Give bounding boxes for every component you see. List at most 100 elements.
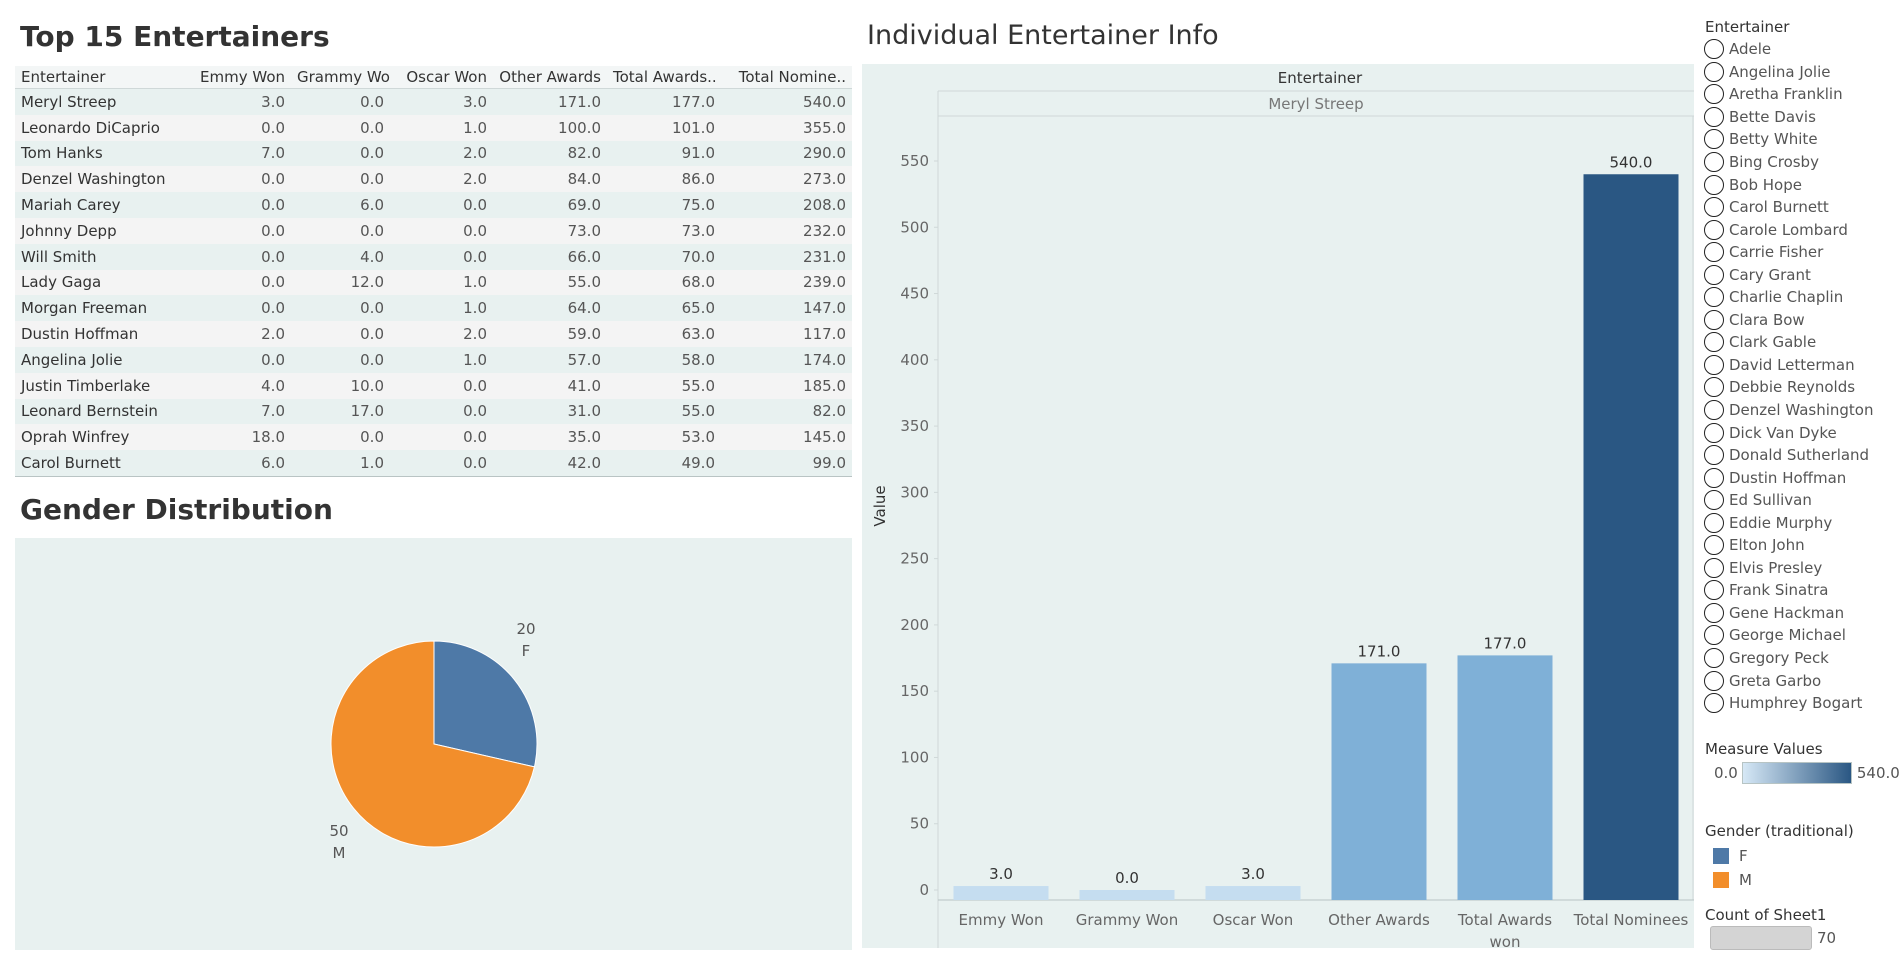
table-row[interactable]: Carol Burnett 6.0 1.0 0.0 42.0 49.0 99.0 bbox=[15, 450, 852, 477]
radio-circle-icon[interactable] bbox=[1704, 152, 1724, 172]
radio-circle-icon[interactable] bbox=[1704, 287, 1724, 308]
table-row[interactable]: Mariah Carey 0.0 6.0 0.0 69.0 75.0 208.0 bbox=[15, 192, 852, 218]
entertainer-radio-option[interactable]: Humphrey Bogart bbox=[1704, 692, 1900, 715]
column-header[interactable]: Oscar Won bbox=[390, 66, 493, 89]
radio-circle-icon[interactable] bbox=[1704, 174, 1724, 195]
radio-circle-icon[interactable] bbox=[1704, 197, 1724, 218]
bar[interactable] bbox=[1079, 890, 1175, 900]
entertainer-radio-option[interactable]: Frank Sinatra bbox=[1704, 579, 1900, 602]
table-row[interactable]: Meryl Streep 3.0 0.0 3.0 171.0 177.0 540.0 bbox=[15, 88, 852, 115]
entertainer-radio-option[interactable]: Dick Van Dyke bbox=[1704, 421, 1900, 444]
entertainer-radio-option[interactable]: Denzel Washington bbox=[1704, 399, 1900, 422]
count-legend-title: Count of Sheet1 bbox=[1705, 906, 1827, 924]
radio-circle-icon[interactable] bbox=[1704, 557, 1724, 578]
column-header[interactable]: Grammy Won bbox=[291, 66, 390, 89]
radio-circle-icon[interactable] bbox=[1704, 467, 1724, 488]
gender-legend-item[interactable]: M bbox=[1713, 868, 1752, 892]
radio-circle-icon[interactable] bbox=[1704, 61, 1724, 82]
radio-circle-icon[interactable] bbox=[1704, 512, 1724, 533]
table-row[interactable]: Johnny Depp 0.0 0.0 0.0 73.0 73.0 232.0 bbox=[15, 217, 852, 244]
radio-circle-icon[interactable] bbox=[1704, 219, 1724, 240]
radio-circle-icon[interactable] bbox=[1704, 422, 1724, 443]
table-row[interactable]: Justin Timberlake 4.0 10.0 0.0 41.0 55.0 185.0 bbox=[15, 372, 852, 399]
radio-circle-icon[interactable] bbox=[1704, 84, 1724, 105]
table-row[interactable]: Leonard Bernstein 7.0 17.0 0.0 31.0 55.0 82.0 bbox=[15, 398, 852, 425]
entertainer-radio-option[interactable]: Eddie Murphy bbox=[1704, 511, 1900, 534]
entertainer-radio-option[interactable]: Dustin Hoffman bbox=[1704, 466, 1900, 489]
entertainer-radio-option[interactable]: Ed Sullivan bbox=[1704, 489, 1900, 512]
entertainer-radio-option[interactable]: Cary Grant bbox=[1704, 263, 1900, 286]
entertainer-radio-option[interactable]: Debbie Reynolds bbox=[1704, 376, 1900, 399]
radio-circle-icon[interactable] bbox=[1704, 309, 1724, 330]
radio-circle-icon[interactable] bbox=[1704, 580, 1724, 601]
table-row[interactable]: Lady Gaga 0.0 12.0 1.0 55.0 68.0 239.0 bbox=[15, 269, 852, 296]
table-row[interactable]: Will Smith 0.0 4.0 0.0 66.0 70.0 231.0 bbox=[15, 243, 852, 270]
entertainer-cell: Carol Burnett bbox=[15, 450, 165, 477]
entertainer-radio-option[interactable]: Elton John bbox=[1704, 534, 1900, 557]
table-row[interactable]: Leonardo DiCaprio 0.0 0.0 1.0 100.0 101.0 355.… bbox=[15, 114, 852, 141]
count-legend-bar bbox=[1710, 926, 1812, 950]
column-header[interactable]: Total Nomine.. bbox=[721, 66, 852, 89]
radio-circle-icon[interactable] bbox=[1704, 648, 1724, 669]
column-header[interactable]: Other Awards bbox=[493, 66, 607, 89]
entertainer-cell: Justin Timberlake bbox=[15, 372, 165, 399]
radio-circle-icon[interactable] bbox=[1704, 354, 1724, 375]
value-cell: 0.0 bbox=[291, 114, 390, 141]
entertainer-radio-option[interactable]: Donald Sutherland bbox=[1704, 444, 1900, 467]
entertainer-radio-option[interactable]: Clark Gable bbox=[1704, 331, 1900, 354]
gender-legend-item[interactable]: F bbox=[1713, 844, 1752, 868]
column-header[interactable]: Entertainer bbox=[15, 66, 165, 89]
entertainer-radio-option[interactable]: Bette Davis bbox=[1704, 106, 1900, 129]
entertainer-radio-option[interactable]: Greta Garbo bbox=[1704, 669, 1900, 692]
entertainer-radio-option[interactable]: Aretha Franklin bbox=[1704, 83, 1900, 106]
radio-circle-icon[interactable] bbox=[1704, 490, 1724, 511]
entertainer-radio-option[interactable]: Bob Hope bbox=[1704, 173, 1900, 196]
radio-circle-icon[interactable] bbox=[1704, 332, 1724, 353]
radio-circle-icon[interactable] bbox=[1704, 39, 1724, 60]
column-header[interactable]: Total Awards.. bbox=[607, 66, 721, 89]
table-row[interactable]: Dustin Hoffman 2.0 0.0 2.0 59.0 63.0 117.0 bbox=[15, 321, 852, 347]
entertainer-radio-option[interactable]: Betty White bbox=[1704, 128, 1900, 151]
radio-circle-icon[interactable] bbox=[1704, 106, 1724, 127]
column-header[interactable]: Emmy Won bbox=[165, 66, 291, 89]
entertainer-radio-option[interactable]: Gregory Peck bbox=[1704, 647, 1900, 670]
entertainer-radio-option[interactable]: Adele bbox=[1704, 38, 1900, 61]
radio-circle-icon[interactable] bbox=[1704, 242, 1724, 263]
radio-circle-icon[interactable] bbox=[1704, 129, 1724, 150]
table-row[interactable]: Tom Hanks 7.0 0.0 2.0 82.0 91.0 290.0 bbox=[15, 140, 852, 167]
bar[interactable] bbox=[1583, 174, 1679, 901]
bar[interactable] bbox=[1205, 886, 1301, 900]
value-cell: 177.0 bbox=[607, 88, 721, 115]
entertainer-radio-option[interactable]: Carole Lombard bbox=[1704, 218, 1900, 241]
entertainer-radio-option[interactable]: Elvis Presley bbox=[1704, 557, 1900, 580]
radio-circle-icon[interactable] bbox=[1704, 445, 1724, 466]
entertainer-radio-option[interactable]: Gene Hackman bbox=[1704, 602, 1900, 625]
pie-slice-m[interactable] bbox=[330, 640, 536, 848]
entertainer-radio-option[interactable]: Carrie Fisher bbox=[1704, 241, 1900, 264]
radio-circle-icon[interactable] bbox=[1704, 670, 1724, 691]
radio-circle-icon[interactable] bbox=[1704, 400, 1724, 421]
bar[interactable] bbox=[953, 886, 1049, 900]
entertainer-radio-option[interactable]: Bing Crosby bbox=[1704, 151, 1900, 174]
value-cell: 232.0 bbox=[721, 217, 852, 244]
bar[interactable] bbox=[1457, 655, 1553, 900]
entertainer-radio-option[interactable]: Charlie Chaplin bbox=[1704, 286, 1900, 309]
radio-circle-icon[interactable] bbox=[1704, 625, 1724, 646]
pie-slice-f[interactable] bbox=[433, 640, 538, 768]
radio-label: Angelina Jolie bbox=[1729, 62, 1831, 81]
table-row[interactable]: Denzel Washington 0.0 0.0 2.0 84.0 86.0 273.0 bbox=[15, 166, 852, 193]
radio-circle-icon[interactable] bbox=[1704, 693, 1724, 714]
table-row[interactable]: Oprah Winfrey 18.0 0.0 0.0 35.0 53.0 145.0 bbox=[15, 424, 852, 451]
radio-circle-icon[interactable] bbox=[1704, 602, 1724, 623]
bar[interactable] bbox=[1331, 663, 1427, 900]
radio-circle-icon[interactable] bbox=[1704, 377, 1724, 398]
entertainer-radio-option[interactable]: George Michael bbox=[1704, 624, 1900, 647]
entertainer-radio-option[interactable]: Angelina Jolie bbox=[1704, 61, 1900, 84]
entertainer-radio-option[interactable]: David Letterman bbox=[1704, 354, 1900, 377]
entertainer-radio-option[interactable]: Clara Bow bbox=[1704, 309, 1900, 332]
table-row[interactable]: Morgan Freeman 0.0 0.0 1.0 64.0 65.0 147.0 bbox=[15, 295, 852, 322]
entertainer-radio-option[interactable]: Carol Burnett bbox=[1704, 196, 1900, 219]
table-row[interactable]: Angelina Jolie 0.0 0.0 1.0 57.0 58.0 174.0 bbox=[15, 346, 852, 373]
radio-circle-icon[interactable] bbox=[1704, 535, 1724, 556]
radio-circle-icon[interactable] bbox=[1704, 264, 1724, 285]
